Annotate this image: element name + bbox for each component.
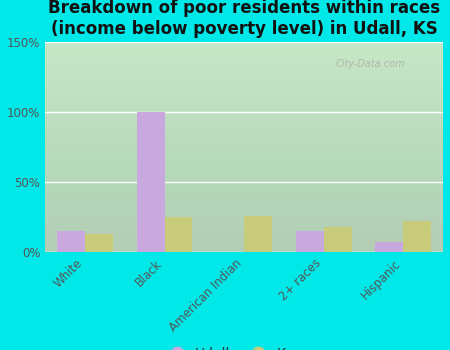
Bar: [296, 231, 324, 252]
Legend: Udall, Kansas: Udall, Kansas: [158, 342, 331, 350]
Bar: [57, 231, 85, 252]
Text: City-Data.com: City-Data.com: [336, 59, 405, 69]
Bar: [375, 242, 403, 252]
Bar: [324, 227, 351, 252]
Title: Breakdown of poor residents within races
(income below poverty level) in Udall, : Breakdown of poor residents within races…: [48, 0, 440, 38]
Bar: [403, 221, 431, 252]
Bar: [137, 112, 165, 252]
Bar: [244, 216, 272, 252]
Bar: [165, 217, 193, 252]
Bar: [85, 234, 113, 252]
